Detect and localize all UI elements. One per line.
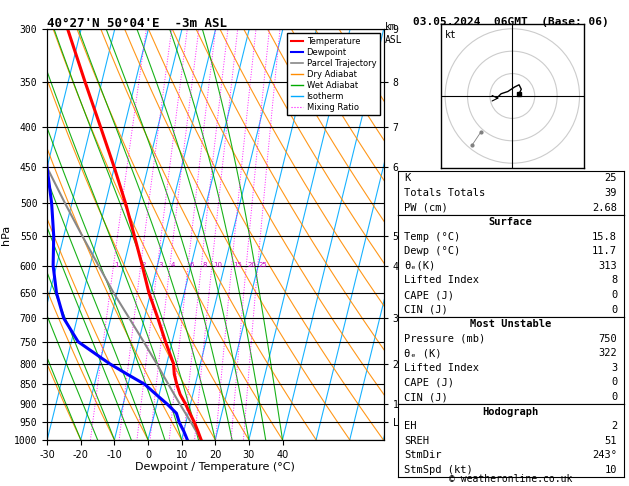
Text: 3: 3 <box>159 262 163 268</box>
Text: 51: 51 <box>604 436 617 446</box>
Text: 322: 322 <box>598 348 617 358</box>
Text: 6: 6 <box>189 262 194 268</box>
Text: Pressure (mb): Pressure (mb) <box>404 334 486 344</box>
Text: 39: 39 <box>604 188 617 198</box>
Text: 40°27'N 50°04'E  -3m ASL: 40°27'N 50°04'E -3m ASL <box>47 17 227 30</box>
Text: θₑ (K): θₑ (K) <box>404 348 442 358</box>
Text: 0: 0 <box>611 290 617 300</box>
Text: CIN (J): CIN (J) <box>404 305 448 314</box>
Text: 8: 8 <box>203 262 207 268</box>
Text: PW (cm): PW (cm) <box>404 203 448 212</box>
Y-axis label: hPa: hPa <box>1 225 11 244</box>
Text: θₑ(K): θₑ(K) <box>404 261 435 271</box>
Text: Most Unstable: Most Unstable <box>470 319 552 329</box>
Text: SREH: SREH <box>404 436 430 446</box>
Text: 25: 25 <box>604 174 617 183</box>
Text: 2: 2 <box>611 421 617 431</box>
Text: kt: kt <box>445 30 457 40</box>
Text: 10: 10 <box>604 465 617 475</box>
Text: 0: 0 <box>611 392 617 402</box>
Text: 20: 20 <box>247 262 256 268</box>
Text: Temp (°C): Temp (°C) <box>404 232 460 242</box>
Text: 0: 0 <box>611 305 617 314</box>
Text: 0: 0 <box>611 378 617 387</box>
Text: Surface: Surface <box>489 217 533 227</box>
Text: 10: 10 <box>213 262 222 268</box>
Text: 4: 4 <box>171 262 175 268</box>
Text: 3: 3 <box>611 363 617 373</box>
Text: km: km <box>385 22 397 32</box>
Text: EH: EH <box>404 421 417 431</box>
Text: 15.8: 15.8 <box>592 232 617 242</box>
Text: 313: 313 <box>598 261 617 271</box>
Text: 243°: 243° <box>592 451 617 460</box>
Text: 2: 2 <box>142 262 146 268</box>
X-axis label: Dewpoint / Temperature (°C): Dewpoint / Temperature (°C) <box>135 462 296 472</box>
Text: 1: 1 <box>114 262 119 268</box>
Text: StmDir: StmDir <box>404 451 442 460</box>
Text: 11.7: 11.7 <box>592 246 617 256</box>
Text: K: K <box>404 174 411 183</box>
Text: StmSpd (kt): StmSpd (kt) <box>404 465 473 475</box>
Text: 2.68: 2.68 <box>592 203 617 212</box>
Text: 15: 15 <box>233 262 242 268</box>
Text: Lifted Index: Lifted Index <box>404 363 479 373</box>
Text: Lifted Index: Lifted Index <box>404 276 479 285</box>
Text: Dewp (°C): Dewp (°C) <box>404 246 460 256</box>
Text: CAPE (J): CAPE (J) <box>404 378 454 387</box>
Text: © weatheronline.co.uk: © weatheronline.co.uk <box>449 473 572 484</box>
Text: Totals Totals: Totals Totals <box>404 188 486 198</box>
Text: ASL: ASL <box>385 35 403 45</box>
Text: Hodograph: Hodograph <box>482 407 539 417</box>
Text: 8: 8 <box>611 276 617 285</box>
Text: 25: 25 <box>259 262 267 268</box>
Text: 750: 750 <box>598 334 617 344</box>
Text: CAPE (J): CAPE (J) <box>404 290 454 300</box>
Text: CIN (J): CIN (J) <box>404 392 448 402</box>
Legend: Temperature, Dewpoint, Parcel Trajectory, Dry Adiabat, Wet Adiabat, Isotherm, Mi: Temperature, Dewpoint, Parcel Trajectory… <box>287 34 379 116</box>
Text: 03.05.2024  06GMT  (Base: 06): 03.05.2024 06GMT (Base: 06) <box>413 17 609 27</box>
